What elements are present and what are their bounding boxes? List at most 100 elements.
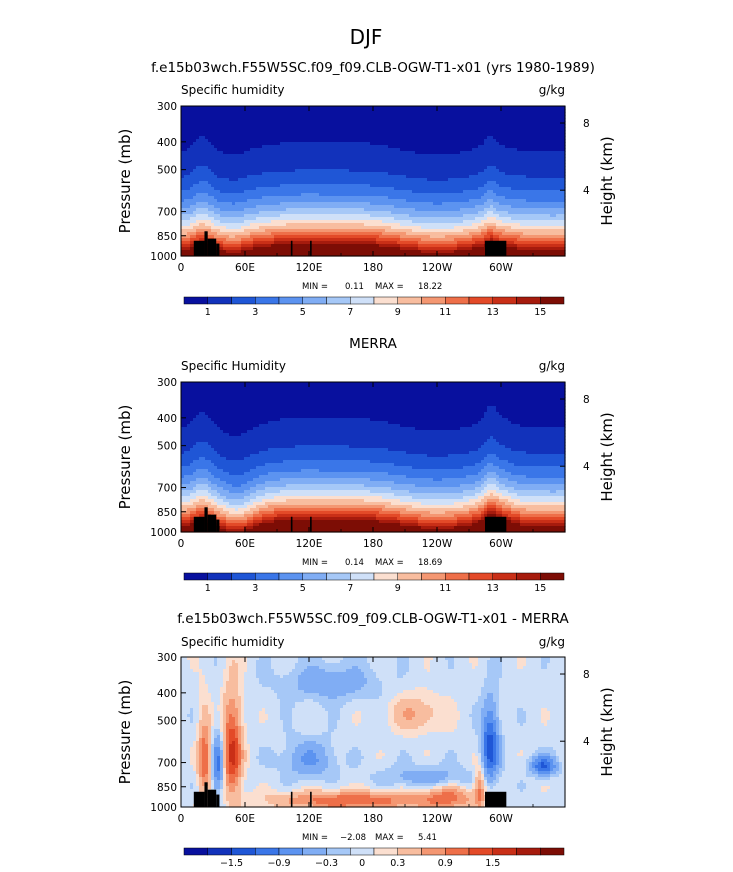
panel-model-contour-cell — [256, 217, 395, 221]
panel-difference-contour-cell — [217, 663, 227, 667]
panel-model-contour-cell — [493, 235, 500, 239]
panel-difference-contour-cell — [223, 783, 227, 787]
panel-merra-contour-cell — [490, 436, 494, 440]
panel-merra-contour-cell — [454, 526, 566, 530]
panel-difference-contour-cell — [307, 666, 320, 670]
panel-merra-contour-cell — [262, 520, 275, 524]
panel-difference-contour-cell — [238, 744, 242, 748]
panel-model-contour-cell — [517, 148, 566, 152]
panel-model-contour-cell — [190, 238, 200, 242]
panel-model-contour-cell — [484, 139, 497, 143]
panel-difference-contour-cell — [340, 786, 371, 790]
panel-difference-contour-cell — [220, 729, 224, 733]
panel-difference-contour-cell — [238, 729, 242, 733]
panel-difference-contour-cell — [256, 663, 272, 667]
panel-difference-contour-cell — [208, 783, 212, 787]
panel-difference-contour-cell — [196, 753, 200, 757]
panel-model-contour-cell — [217, 175, 248, 179]
panel-difference-contour-cell — [280, 699, 305, 703]
panel-difference-contour-cell — [400, 699, 422, 703]
panel-difference-contour-cell — [382, 687, 416, 691]
panel-difference-contour-cell — [541, 717, 551, 721]
panel-difference-contour-cell — [451, 801, 467, 805]
panel-model-contour-cell — [274, 235, 380, 239]
panel-model-contour-cell — [376, 241, 398, 245]
panel-merra-contour-cell — [193, 445, 212, 449]
panel-difference-contour-cell — [202, 711, 209, 715]
panel-difference-contour-cell — [397, 657, 410, 661]
panel-model-contour-cell — [394, 217, 476, 221]
panel-difference-contour-cell — [496, 735, 500, 739]
panel-model-contour-cell — [244, 214, 281, 218]
panel-model-contour-cell — [499, 244, 518, 248]
panel-difference-contour-cell — [403, 690, 434, 694]
panel-merra-contour-cell — [487, 490, 497, 494]
panel-difference-contour-cell — [427, 732, 476, 736]
panel-difference-contour-cell — [499, 687, 566, 691]
panel-difference-contour-cell — [484, 762, 488, 766]
panel-merra-contour-cell — [400, 520, 419, 524]
panel-model-contour-cell — [253, 247, 401, 251]
panel-merra-contour-cell — [412, 466, 464, 470]
panel-model-contour-cell — [472, 223, 485, 227]
panel-merra-contour-cell — [253, 478, 281, 482]
panel-merra-contour-cell — [400, 424, 473, 428]
panel-difference-contour-cell — [403, 675, 488, 679]
panel-difference-contour-cell — [340, 777, 371, 781]
panel-merra-contour-cell — [181, 454, 221, 458]
panel-difference-contour-cell — [481, 774, 485, 778]
panel-difference-contour-cell — [211, 780, 215, 784]
panel-difference-contour-cell — [526, 759, 533, 763]
panel-merra-contour-cell — [181, 427, 221, 431]
panel-difference-contour-cell — [199, 717, 203, 721]
panel-difference-contour-cell — [481, 750, 485, 754]
panel-difference-contour-cell — [397, 669, 410, 673]
panel-difference-contour-cell — [481, 798, 485, 802]
panel-difference-contour-cell — [223, 714, 227, 718]
panel-difference-contour-cell — [358, 765, 392, 769]
panel-difference-contour-cell — [388, 717, 395, 721]
panel-difference-contour-cell — [211, 771, 215, 775]
panel-difference-contour-cell — [502, 741, 506, 745]
panel-model-contour-cell — [181, 220, 197, 224]
panel-difference-contour-cell — [214, 741, 221, 745]
panel-difference-contour-cell — [181, 705, 200, 709]
panel-difference-contour-cell — [244, 756, 248, 760]
panel-difference-contour-cell — [397, 759, 413, 763]
panel-difference-contour-cell — [487, 771, 494, 775]
panel-difference-contour-cell — [403, 735, 419, 739]
panel-difference-contour-cell — [484, 741, 488, 745]
panel-difference-contour-cell — [334, 750, 350, 754]
panel-difference-contour-cell — [250, 762, 260, 766]
panel-difference-contour-cell — [478, 759, 482, 763]
panel-difference-contour-cell — [520, 789, 524, 793]
panel-model-contour-cell — [190, 217, 215, 221]
panel-model-contour-cell — [181, 169, 194, 173]
panel-difference-contour-cell — [220, 753, 224, 757]
panel-merra-contour-cell — [217, 514, 227, 518]
panel-difference-contour-cell — [496, 747, 500, 751]
panel-difference-contour-cell — [388, 720, 395, 724]
panel-difference-contour-cell — [190, 747, 197, 751]
panel-difference-contour-cell — [487, 726, 494, 730]
panel-difference-contour-cell — [235, 717, 239, 721]
panel-difference-contour-cell — [238, 750, 242, 754]
panel-difference-contour-cell — [409, 666, 425, 670]
panel-difference-contour-cell — [190, 756, 197, 760]
panel-difference-contour-cell — [400, 753, 410, 757]
panel-difference-contour-cell — [502, 750, 506, 754]
panel-difference-contour-cell — [226, 684, 239, 688]
panel-difference-contour-cell — [430, 669, 488, 673]
panel-model-contour-cell — [493, 238, 500, 242]
panel-difference-contour-cell — [244, 747, 251, 751]
panel-difference-colorbar-box — [492, 847, 517, 856]
panel-difference-contour-cell — [199, 762, 203, 766]
panel-difference-contour-cell — [223, 762, 227, 766]
panel-model-colorbar-box — [516, 296, 541, 305]
panel-difference-contour-cell — [445, 657, 455, 661]
panel-difference-contour-cell — [469, 798, 476, 802]
panel-difference-contour-cell — [475, 795, 479, 799]
panel-model-contour-cell — [523, 232, 566, 236]
panel-merra-contour-cell — [217, 517, 227, 521]
panel-merra-contour-cell — [511, 421, 566, 425]
